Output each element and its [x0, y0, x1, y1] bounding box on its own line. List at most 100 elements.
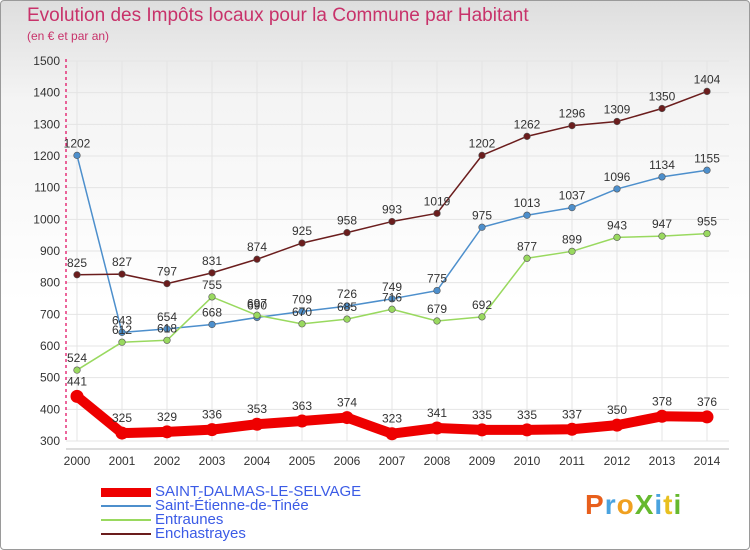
data-label-entraunes: 947 — [652, 217, 672, 231]
legend-label: Entraunes — [155, 511, 224, 528]
data-point-saint-etienne-de-tinee — [73, 151, 81, 159]
y-tick-label: 300 — [40, 434, 60, 448]
data-label-saint-etienne-de-tinee: 749 — [382, 280, 402, 294]
data-label-saint-dalmas-le-selvage: 363 — [292, 399, 312, 413]
legend-label: Saint-Étienne-de-Tinée — [155, 497, 309, 514]
x-tick-label: 2012 — [604, 454, 631, 468]
data-label-saint-dalmas-le-selvage: 337 — [562, 407, 582, 421]
data-point-saint-dalmas-le-selvage — [70, 389, 84, 403]
data-point-enchastrayes — [433, 209, 441, 217]
x-tick-label: 2008 — [424, 454, 451, 468]
data-label-entraunes: 697 — [247, 296, 267, 310]
data-point-entraunes — [703, 229, 711, 238]
data-point-saint-dalmas-le-selvage — [655, 409, 669, 423]
y-tick-label: 500 — [40, 371, 60, 385]
data-label-saint-etienne-de-tinee: 775 — [427, 272, 447, 286]
data-label-entraunes: 670 — [292, 305, 312, 319]
data-point-entraunes — [613, 233, 621, 241]
data-point-enchastrayes — [478, 151, 486, 159]
y-tick-label: 1500 — [33, 54, 60, 68]
data-label-saint-etienne-de-tinee: 690 — [247, 299, 267, 313]
x-tick-label: 2009 — [469, 454, 496, 468]
data-label-entraunes: 877 — [517, 239, 537, 253]
data-point-enchastrayes — [163, 280, 171, 288]
data-point-saint-etienne-de-tinee — [118, 328, 126, 336]
data-label-entraunes: 685 — [337, 300, 357, 314]
data-label-saint-etienne-de-tinee: 1202 — [64, 136, 91, 150]
data-point-enchastrayes — [343, 229, 351, 237]
chart-subtitle: (en € et par an) — [27, 29, 110, 43]
data-point-saint-etienne-de-tinee — [523, 211, 531, 219]
data-label-saint-etienne-de-tinee: 1096 — [604, 170, 631, 184]
x-tick-label: 2001 — [109, 454, 136, 468]
data-point-entraunes — [568, 247, 576, 255]
data-point-enchastrayes — [658, 104, 666, 113]
data-label-entraunes: 955 — [697, 215, 717, 229]
data-point-entraunes — [118, 338, 126, 346]
data-point-enchastrayes — [523, 132, 531, 140]
data-point-saint-etienne-de-tinee — [163, 325, 171, 333]
data-label-saint-dalmas-le-selvage: 336 — [202, 408, 222, 422]
data-label-saint-dalmas-le-selvage: 350 — [607, 403, 627, 417]
data-point-saint-dalmas-le-selvage — [340, 411, 354, 425]
data-label-entraunes: 716 — [382, 290, 402, 304]
data-label-saint-etienne-de-tinee: 1013 — [514, 196, 541, 210]
y-tick-label: 1100 — [34, 181, 60, 195]
data-point-enchastrayes — [208, 269, 216, 277]
data-point-entraunes — [658, 232, 666, 240]
data-label-saint-dalmas-le-selvage: 341 — [427, 406, 447, 420]
data-label-saint-dalmas-le-selvage: 374 — [337, 396, 357, 410]
data-label-enchastrayes: 1296 — [559, 107, 586, 121]
data-point-enchastrayes — [253, 255, 261, 263]
data-point-saint-dalmas-le-selvage — [475, 423, 489, 437]
data-label-entraunes: 692 — [472, 298, 492, 312]
data-point-saint-dalmas-le-selvage — [250, 417, 264, 431]
x-tick-label: 2013 — [649, 454, 676, 468]
data-label-enchastrayes: 958 — [337, 214, 357, 228]
data-point-saint-etienne-de-tinee — [658, 173, 666, 181]
data-label-saint-etienne-de-tinee: 654 — [157, 310, 177, 324]
data-label-enchastrayes: 1404 — [694, 72, 721, 86]
x-tick-label: 2000 — [64, 454, 91, 468]
data-point-saint-dalmas-le-selvage — [430, 421, 444, 435]
data-label-enchastrayes: 874 — [247, 240, 267, 254]
data-point-saint-etienne-de-tinee — [433, 286, 441, 295]
x-tick-label: 2005 — [289, 454, 316, 468]
data-label-enchastrayes: 1202 — [469, 136, 496, 150]
data-label-enchastrayes: 827 — [112, 255, 132, 269]
x-tick-label: 2011 — [559, 454, 585, 468]
data-point-entraunes — [73, 366, 81, 374]
data-label-saint-etienne-de-tinee: 668 — [202, 305, 222, 319]
data-label-saint-etienne-de-tinee: 1155 — [694, 151, 720, 165]
data-point-saint-etienne-de-tinee — [343, 302, 351, 310]
proxiti-logo: ProXiti — [585, 489, 683, 520]
data-point-saint-dalmas-le-selvage — [565, 422, 579, 436]
data-point-saint-etienne-de-tinee — [703, 166, 711, 174]
data-point-enchastrayes — [298, 239, 306, 247]
data-label-saint-dalmas-le-selvage: 335 — [517, 408, 537, 422]
data-label-saint-etienne-de-tinee: 726 — [337, 287, 357, 301]
data-label-saint-etienne-de-tinee: 709 — [292, 292, 312, 306]
data-point-entraunes — [208, 293, 216, 301]
x-tick-label: 2002 — [154, 454, 181, 468]
data-point-entraunes — [163, 336, 171, 344]
data-label-entraunes: 618 — [157, 321, 177, 335]
data-point-enchastrayes — [73, 271, 81, 279]
legend-swatch — [101, 487, 151, 497]
legend-swatch — [101, 505, 151, 507]
data-label-entraunes: 524 — [67, 351, 87, 365]
data-label-entraunes: 612 — [112, 323, 132, 337]
data-label-enchastrayes: 1309 — [604, 102, 631, 116]
legend-swatch — [101, 519, 151, 521]
data-label-enchastrayes: 1350 — [649, 90, 676, 104]
data-label-entraunes: 679 — [427, 302, 447, 316]
data-point-saint-dalmas-le-selvage — [205, 423, 219, 437]
data-point-saint-etienne-de-tinee — [613, 185, 621, 193]
x-tick-label: 2003 — [199, 454, 226, 468]
data-point-entraunes — [253, 311, 261, 319]
legend-label: SAINT-DALMAS-LE-SELVAGE — [155, 483, 362, 500]
data-point-saint-dalmas-le-selvage — [115, 426, 129, 440]
data-point-saint-etienne-de-tinee — [568, 204, 576, 212]
data-point-enchastrayes — [613, 117, 621, 126]
data-point-saint-dalmas-le-selvage — [520, 423, 534, 437]
